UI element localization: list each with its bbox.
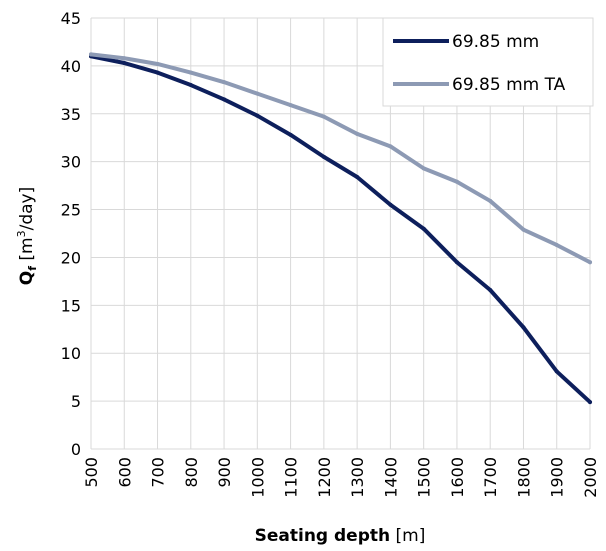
y-tick-label: 10 <box>61 344 81 363</box>
data-point-69-85-mm-ta <box>588 260 592 265</box>
series-line-69-85-mm-ta <box>89 52 592 265</box>
x-tick-label: 1800 <box>514 457 533 498</box>
data-point-69-85-mm <box>521 325 526 330</box>
data-point-69-85-mm-ta <box>488 198 493 203</box>
legend-label-69-85-mm-ta: 69.85 mm TA <box>452 75 566 95</box>
y-tick-label: 45 <box>61 9 81 28</box>
x-tick-label: 1500 <box>415 457 434 498</box>
data-point-69-85-mm <box>488 288 493 293</box>
data-point-69-85-mm <box>554 369 559 374</box>
x-tick-label: 1100 <box>282 457 301 498</box>
x-tick-label: 500 <box>82 457 101 488</box>
x-tick-label: 2000 <box>581 457 600 498</box>
data-point-69-85-mm <box>321 154 326 159</box>
data-point-69-85-mm <box>388 202 393 207</box>
data-point-69-85-mm <box>454 260 459 265</box>
data-point-69-85-mm <box>155 70 160 75</box>
x-axis-title-bold: Seating depth <box>255 526 391 546</box>
data-point-69-85-mm-ta <box>521 227 526 232</box>
x-axis-title: Seating depth [m] <box>255 526 426 546</box>
data-point-69-85-mm <box>288 132 293 137</box>
x-tick-label: 1000 <box>248 457 267 498</box>
y-tick-label: 15 <box>61 296 81 315</box>
x-tick-label: 600 <box>115 457 134 488</box>
data-point-69-85-mm-ta <box>89 52 93 57</box>
y-tick-label: 30 <box>61 153 81 172</box>
y-tick-label: 25 <box>61 201 81 220</box>
y-axis-title: Qf [m3/day] <box>15 187 39 286</box>
data-point-69-85-mm-ta <box>554 242 559 247</box>
data-point-69-85-mm-ta <box>388 144 393 149</box>
x-tick-label: 1400 <box>381 457 400 498</box>
data-point-69-85-mm <box>355 174 360 179</box>
legend: 69.85 mm 69.85 mm TA <box>382 17 594 107</box>
x-tick-label: 800 <box>182 457 201 488</box>
x-axis-title-unit: [m] <box>390 526 425 546</box>
series-line-69-85-mm <box>89 54 592 405</box>
y-tick-label: 35 <box>61 105 81 124</box>
data-point-69-85-mm <box>222 97 227 102</box>
data-point-69-85-mm-ta <box>454 179 459 184</box>
y-tick-label: 20 <box>61 248 81 267</box>
legend-label-69-85-mm: 69.85 mm <box>452 32 539 52</box>
y-tick-label: 40 <box>61 57 81 76</box>
data-point-69-85-mm-ta <box>222 80 227 85</box>
data-point-69-85-mm-ta <box>155 61 160 66</box>
y-axis-title-symbol: Q <box>17 271 37 285</box>
data-point-69-85-mm <box>188 83 193 88</box>
data-point-69-85-mm-ta <box>355 131 360 136</box>
data-point-69-85-mm <box>588 400 592 405</box>
data-point-69-85-mm <box>421 226 426 231</box>
y-axis-title-unit-post: /day] <box>17 187 37 231</box>
data-point-69-85-mm-ta <box>188 70 193 75</box>
data-point-69-85-mm-ta <box>421 166 426 171</box>
x-tick-label: 1900 <box>548 457 567 498</box>
x-tick-label: 1200 <box>315 457 334 498</box>
y-axis-title-superscript: 3 <box>15 230 28 237</box>
data-point-69-85-mm-ta <box>321 114 326 119</box>
y-tick-label: 0 <box>71 440 81 459</box>
x-tick-label: 1600 <box>448 457 467 498</box>
data-point-69-85-mm-ta <box>255 91 260 96</box>
y-axis-ticks: 0 5 10 15 20 25 30 35 40 45 <box>61 9 81 459</box>
series-lines <box>89 52 592 405</box>
x-axis-ticks: 500 600 700 800 900 1000 1100 1200 1300 1400 1500 1… <box>82 457 600 498</box>
data-point-69-85-mm <box>122 61 127 66</box>
x-tick-label: 1700 <box>481 457 500 498</box>
x-tick-label: 900 <box>215 457 234 488</box>
data-point-69-85-mm-ta <box>122 56 127 61</box>
data-point-69-85-mm-ta <box>288 103 293 108</box>
data-point-69-85-mm <box>255 113 260 118</box>
y-axis-title-unit-pre: [m <box>17 237 37 266</box>
y-tick-label: 5 <box>71 392 81 411</box>
grid <box>90 17 591 450</box>
x-tick-label: 1300 <box>348 457 367 498</box>
legend-box <box>382 17 594 107</box>
x-tick-label: 700 <box>149 457 168 488</box>
y-axis-title-subscript: f <box>26 266 39 271</box>
